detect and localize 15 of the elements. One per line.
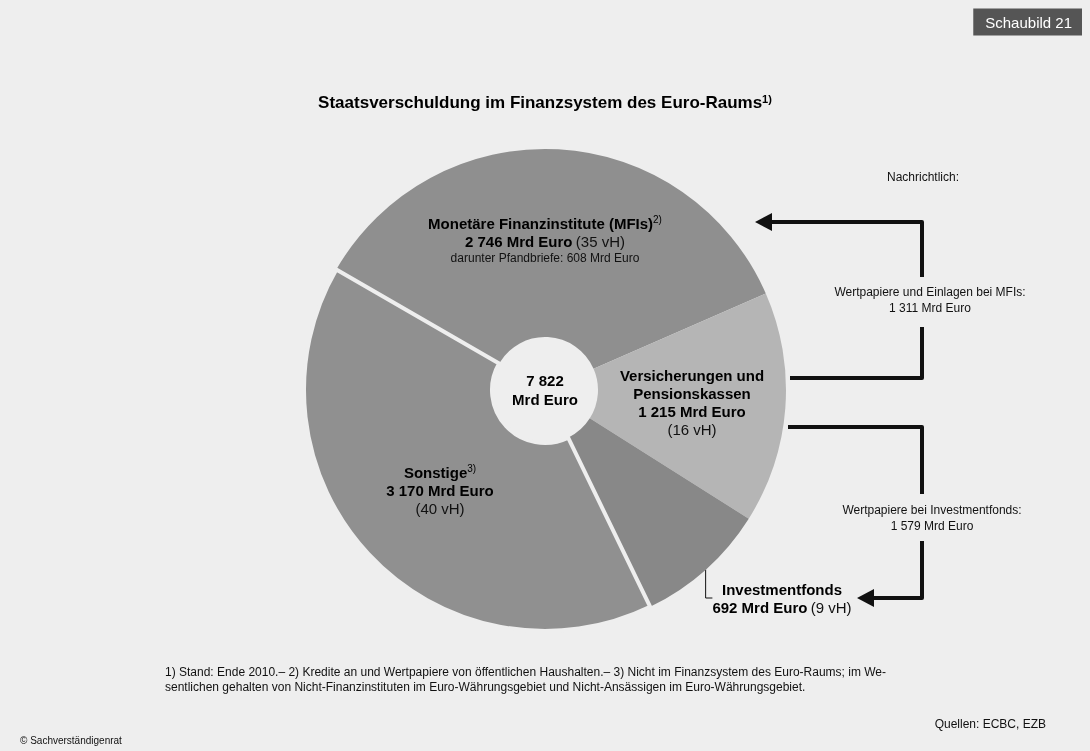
- slice-label: Versicherungen und Pensionskassen: [619, 366, 765, 402]
- source-note: Quellen: ECBC, EZB: [934, 717, 1046, 731]
- text: 1) Stand: Ende 2010.– 2) Kredite an und Wertpapiere von öffentlichen Haushalten.– 3) Nicht im Finanzsystem des Euro-Raums; im We- sentlichen gehalten von Nicht-Finanzinstituten im Euro-Währungsgebiet und Nicht-Ansässigen im Euro-Währungsgebiet.: [165, 664, 887, 694]
- text: Schaubild 21: [985, 13, 1072, 31]
- data-label: 1 215 Mrd Euro (16 vH): [638, 402, 746, 438]
- text: Wertpapiere bei Investmentfonds: 1 579 Mrd Euro: [842, 503, 1022, 533]
- text: Nachrichtlich:: [886, 170, 960, 184]
- data-label: 692 Mrd Euro (9 vH): [712, 598, 852, 616]
- text: Wertpapiere und Einlagen bei MFIs: 1 311 Mrd Euro: [834, 285, 1026, 315]
- text: 7 822 Mrd Euro: [512, 372, 578, 408]
- text: © Sachverständigenrat: [20, 734, 123, 746]
- slice-label: Investmentfonds: [721, 580, 843, 598]
- text: darunter Pfandbriefe: 608 Mrd Euro: [450, 251, 640, 265]
- data-label: 3 170 Mrd Euro (40 vH): [386, 481, 494, 517]
- data-label: 2 746 Mrd Euro (35 vH): [464, 232, 626, 250]
